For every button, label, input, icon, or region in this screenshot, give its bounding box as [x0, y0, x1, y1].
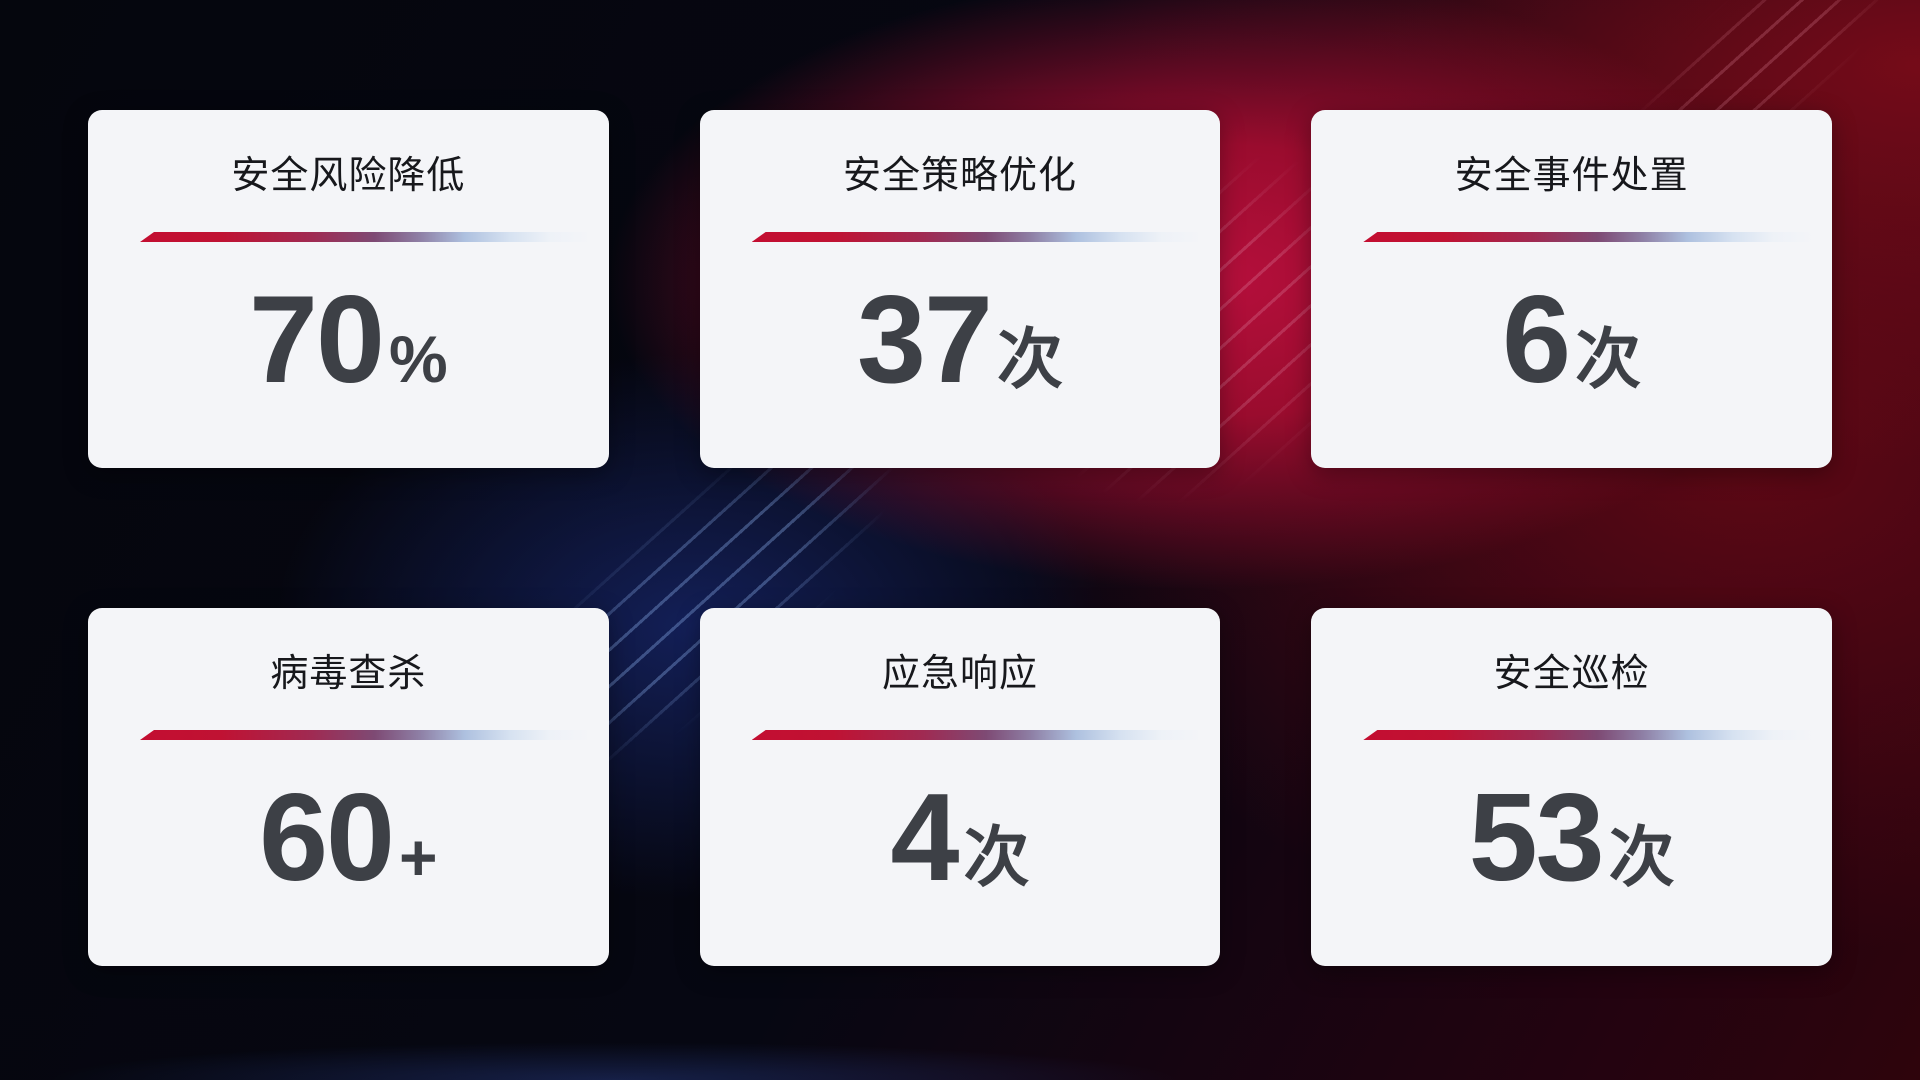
stat-value-row: 70 % [88, 278, 609, 402]
stat-value-row: 4 次 [700, 776, 1221, 900]
gradient-divider [1363, 730, 1814, 740]
stat-value: 53 [1468, 769, 1605, 907]
card-title: 安全巡检 [1493, 653, 1650, 695]
stat-value: 6 [1502, 271, 1571, 409]
stat-card-security-risk-reduction: 安全风险降低 70 % [88, 110, 609, 468]
stat-value: 4 [890, 769, 960, 907]
stat-value-row: 37 次 [700, 278, 1221, 402]
stat-card-security-inspection: 安全巡检 53 次 [1311, 608, 1832, 966]
card-title: 病毒查杀 [270, 653, 427, 695]
gradient-divider [140, 232, 591, 242]
gradient-divider [140, 730, 591, 740]
gradient-divider [751, 232, 1203, 242]
stat-unit: 次 [1575, 322, 1642, 396]
stat-value: 60 [259, 769, 395, 907]
card-title: 应急响应 [881, 653, 1038, 695]
stat-value-row: 53 次 [1311, 776, 1832, 900]
stat-card-virus-scan: 病毒查杀 60 + [88, 608, 609, 966]
card-title: 安全策略优化 [842, 155, 1077, 197]
stat-unit: 次 [1608, 820, 1675, 894]
stat-value-row: 6 次 [1311, 278, 1832, 402]
stat-value-row: 60 + [88, 776, 609, 900]
stat-card-security-policy-optimization: 安全策略优化 37 次 [699, 110, 1221, 468]
stat-card-emergency-response: 应急响应 4 次 [699, 608, 1221, 966]
gradient-divider [1363, 232, 1814, 242]
stat-value: 70 [249, 271, 385, 409]
card-title: 安全事件处置 [1454, 155, 1689, 197]
stat-card-security-incident-handling: 安全事件处置 6 次 [1311, 110, 1832, 468]
stat-value: 37 [857, 271, 993, 409]
card-title: 安全风险降低 [231, 155, 466, 197]
stat-unit: 次 [996, 322, 1063, 396]
stat-unit: % [388, 322, 448, 396]
stat-unit: + [399, 820, 438, 894]
stat-card-grid: 安全风险降低 70 % 安全策略优化 37 次 安全事件处置 6 次 病毒查杀 … [88, 110, 1832, 966]
stat-unit: 次 [963, 820, 1030, 894]
gradient-divider [751, 730, 1203, 740]
